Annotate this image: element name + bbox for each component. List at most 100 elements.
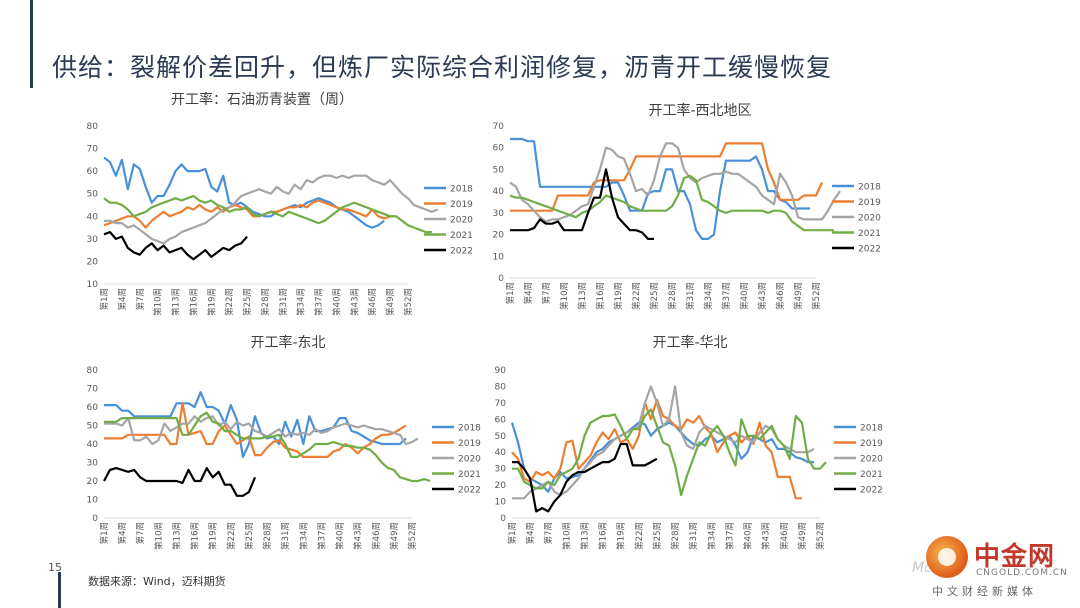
legend-label-2021: 2021	[450, 231, 473, 241]
x-tick-label: 第52周	[811, 282, 822, 310]
x-tick-label: 第7周	[135, 522, 146, 544]
x-tick-label: 第46周	[367, 288, 378, 316]
legend-label-2020: 2020	[858, 214, 881, 224]
x-tick-label: 第46周	[775, 282, 786, 310]
x-tick-label: 第10周	[561, 522, 572, 550]
legend-label-2019: 2019	[860, 439, 883, 449]
y-tick-label: 10	[493, 252, 505, 262]
x-tick-label: 第16周	[598, 522, 609, 550]
y-tick-label: 10	[495, 498, 507, 508]
y-tick-label: 10	[87, 496, 99, 506]
series-line-2022	[103, 467, 257, 497]
logo-mark-icon	[926, 536, 968, 578]
x-tick-label: 第40周	[331, 288, 342, 316]
x-tick-label: 第28周	[262, 522, 273, 550]
slide-title: 供给：裂解价差回升，但炼厂实际综合利润修复，沥青开工缓慢恢复	[52, 53, 833, 82]
x-tick-label: 第10周	[153, 522, 164, 550]
chart-title: 开工率-华北	[652, 334, 727, 351]
x-tick-label: 第34周	[703, 282, 714, 310]
y-tick-label: 50	[493, 165, 505, 175]
title-accent-bar	[30, 0, 33, 88]
x-tick-label: 第19周	[616, 522, 627, 550]
y-tick-label: 30	[87, 235, 99, 245]
x-tick-label: 第13周	[171, 522, 182, 550]
x-tick-label: 第37周	[724, 522, 735, 550]
y-tick-label: 80	[495, 382, 507, 392]
legend-label-2018: 2018	[450, 185, 473, 195]
x-tick-label: 第40周	[739, 282, 750, 310]
x-tick-label: 第4周	[523, 282, 534, 304]
chart-title: 开工率：石油沥青装置（周）	[171, 91, 353, 108]
x-tick-label: 第25周	[242, 288, 253, 316]
x-tick-label: 第4周	[117, 522, 128, 544]
legend-label-2018: 2018	[860, 424, 883, 434]
x-tick-label: 第22周	[631, 282, 642, 310]
x-tick-label: 第13周	[577, 282, 588, 310]
x-tick-label: 第13周	[171, 288, 182, 316]
footer-accent-bar	[58, 572, 61, 608]
site-logo[interactable]: 中金网 CNGOLD.COM.CN 中文财经新媒体	[922, 532, 1072, 604]
x-tick-label: 第37周	[721, 282, 732, 310]
legend-label-2021: 2021	[458, 470, 481, 480]
x-tick-label: 第52周	[815, 522, 826, 550]
x-tick-label: 第52周	[407, 522, 418, 550]
x-tick-label: 第1周	[505, 282, 516, 304]
y-tick-label: 70	[87, 385, 99, 395]
y-tick-label: 80	[87, 366, 99, 376]
x-tick-label: 第19周	[613, 282, 624, 310]
y-tick-label: 60	[87, 403, 99, 413]
legend-label-2022: 2022	[860, 486, 883, 496]
y-tick-label: 60	[87, 167, 99, 177]
legend-label-2022: 2022	[858, 245, 881, 255]
legend-label-2020: 2020	[458, 455, 481, 465]
legend-label-2022: 2022	[450, 247, 473, 257]
y-tick-label: 60	[495, 415, 507, 425]
series-line-2018	[104, 391, 407, 458]
logo-name: 中金网	[974, 542, 1056, 572]
y-tick-label: 0	[500, 514, 506, 524]
y-tick-label: 40	[493, 187, 505, 197]
x-tick-label: 第16周	[188, 288, 199, 316]
y-tick-label: 70	[493, 122, 505, 132]
y-tick-label: 0	[498, 274, 504, 284]
x-tick-label: 第1周	[99, 522, 110, 544]
x-tick-label: 第22周	[634, 522, 645, 550]
x-tick-label: 第31周	[278, 288, 289, 316]
series-line-2020	[104, 415, 419, 446]
y-tick-label: 20	[87, 477, 99, 487]
y-tick-label: 60	[493, 144, 505, 154]
x-tick-label: 第43周	[353, 522, 364, 550]
x-tick-label: 第52周	[403, 288, 414, 316]
x-tick-label: 第40周	[335, 522, 346, 550]
y-tick-label: 0	[92, 514, 98, 524]
legend-label-2022: 2022	[458, 486, 481, 496]
y-tick-label: 40	[87, 440, 99, 450]
legend-label-2019: 2019	[450, 200, 473, 210]
series-line-2020	[509, 142, 841, 223]
x-tick-label: 第19周	[208, 522, 219, 550]
x-tick-label: 第7周	[541, 282, 552, 304]
logo-url: CNGOLD.COM.CN	[976, 568, 1068, 578]
x-tick-label: 第7周	[135, 288, 146, 310]
x-tick-label: 第49周	[797, 522, 808, 550]
series-line-2021	[104, 411, 431, 483]
y-tick-label: 40	[87, 212, 99, 222]
x-tick-label: 第28周	[260, 288, 271, 316]
x-tick-label: 第37周	[314, 288, 325, 316]
series-line-2022	[510, 168, 654, 240]
x-tick-label: 第49周	[389, 522, 400, 550]
x-tick-label: 第34周	[706, 522, 717, 550]
y-tick-label: 30	[87, 459, 99, 469]
x-tick-label: 第22周	[224, 288, 235, 316]
legend-label-2020: 2020	[450, 216, 473, 226]
legend-label-2019: 2019	[458, 439, 481, 449]
x-tick-label: 第37周	[316, 522, 327, 550]
x-tick-label: 第46周	[779, 522, 790, 550]
y-tick-label: 80	[87, 122, 99, 132]
y-tick-label: 40	[495, 448, 507, 458]
x-tick-label: 第7周	[543, 522, 554, 544]
x-tick-label: 第10周	[559, 282, 570, 310]
legend-label-2020: 2020	[860, 455, 883, 465]
series-line-2018	[510, 137, 810, 240]
